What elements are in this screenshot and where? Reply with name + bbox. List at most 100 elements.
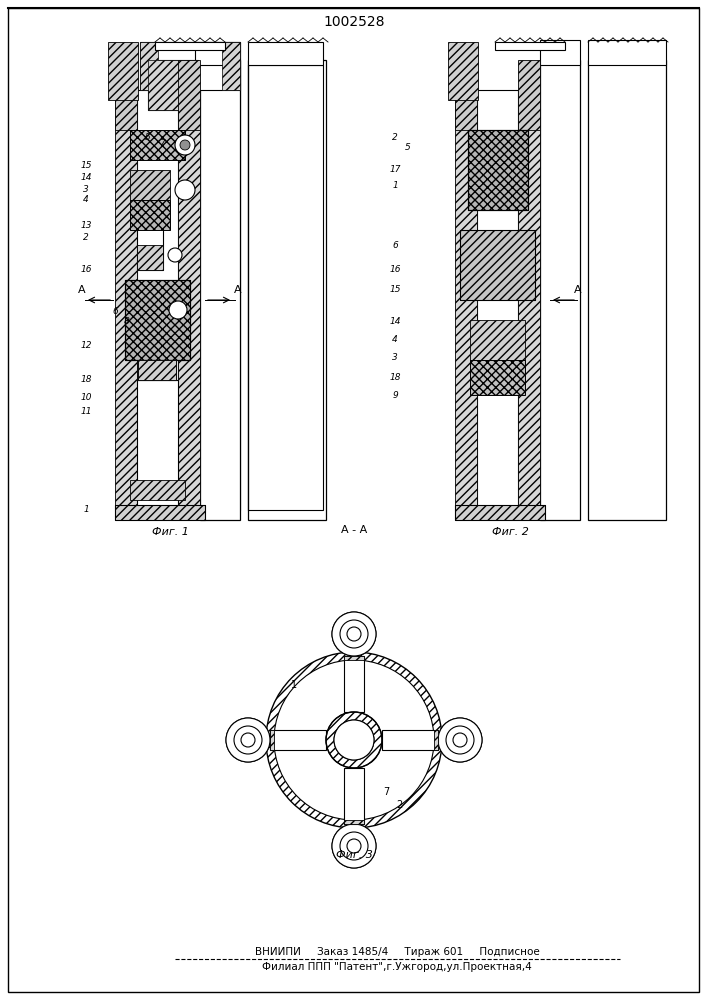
Text: 2: 2 <box>83 233 89 242</box>
Text: 11: 11 <box>81 408 92 416</box>
Circle shape <box>344 730 364 750</box>
Bar <box>588 60 666 520</box>
Circle shape <box>340 832 368 860</box>
Text: А - А: А - А <box>341 525 367 535</box>
Bar <box>455 505 545 520</box>
Text: 2: 2 <box>396 800 402 810</box>
Circle shape <box>334 720 374 760</box>
Bar <box>125 280 190 360</box>
Bar <box>468 130 528 210</box>
Circle shape <box>175 180 195 200</box>
Bar <box>115 505 205 520</box>
Text: 15: 15 <box>390 286 401 294</box>
Bar <box>455 90 477 510</box>
Bar <box>222 42 240 90</box>
Bar <box>248 65 323 510</box>
Text: 3: 3 <box>392 353 398 361</box>
Bar <box>155 42 225 50</box>
Bar <box>148 60 198 110</box>
Text: Фиг. 1: Фиг. 1 <box>151 527 189 537</box>
Circle shape <box>274 660 434 820</box>
Bar <box>115 90 137 510</box>
Circle shape <box>332 612 376 656</box>
Text: 2: 2 <box>392 133 398 142</box>
Bar <box>248 60 326 520</box>
Text: 18: 18 <box>81 375 92 384</box>
Polygon shape <box>344 656 364 712</box>
Bar <box>200 60 240 520</box>
Bar <box>468 130 528 210</box>
Text: А: А <box>234 285 242 295</box>
Text: 14: 14 <box>390 318 401 326</box>
Text: 6: 6 <box>112 308 118 316</box>
Circle shape <box>226 718 270 762</box>
Text: 15: 15 <box>81 160 92 169</box>
Bar <box>137 380 178 510</box>
Circle shape <box>340 620 368 648</box>
Text: 1: 1 <box>83 506 89 514</box>
Circle shape <box>241 733 255 747</box>
Text: Филиал ППП "Патент",г.Ужгород,ул.Проектная,4: Филиал ППП "Патент",г.Ужгород,ул.Проектн… <box>262 962 532 972</box>
Circle shape <box>453 733 467 747</box>
Bar <box>195 65 240 510</box>
Text: 1: 1 <box>291 680 297 690</box>
Bar <box>540 40 580 65</box>
Polygon shape <box>344 656 364 660</box>
Bar <box>137 90 178 510</box>
Circle shape <box>326 712 382 768</box>
Bar <box>495 42 565 50</box>
Bar <box>138 360 176 380</box>
Bar <box>148 60 198 110</box>
Text: 16: 16 <box>390 265 401 274</box>
Text: 10: 10 <box>81 392 92 401</box>
Bar <box>470 360 525 395</box>
Text: 5: 5 <box>405 143 411 152</box>
Bar <box>130 170 170 200</box>
Text: ВНИИПИ     Заказ 1485/4     Тираж 601     Подписное: ВНИИПИ Заказ 1485/4 Тираж 601 Подписное <box>255 947 539 957</box>
Text: 9: 9 <box>392 391 398 400</box>
Text: 3: 3 <box>83 184 89 194</box>
Text: А: А <box>78 285 86 295</box>
Bar <box>455 505 545 520</box>
Text: 16: 16 <box>81 265 92 274</box>
Circle shape <box>169 301 187 319</box>
Bar <box>540 60 580 520</box>
Bar <box>248 65 323 510</box>
Circle shape <box>180 140 190 150</box>
Polygon shape <box>344 768 364 824</box>
Bar <box>125 280 190 360</box>
Bar <box>130 130 185 160</box>
Bar <box>455 60 477 130</box>
Text: 6: 6 <box>392 240 398 249</box>
Bar <box>346 732 362 748</box>
Bar <box>588 40 666 65</box>
Text: 8: 8 <box>124 318 130 326</box>
Circle shape <box>334 720 374 760</box>
Bar <box>108 42 138 100</box>
Circle shape <box>168 248 182 262</box>
Bar <box>130 200 170 230</box>
Text: 5: 5 <box>145 133 151 142</box>
Text: 1: 1 <box>392 180 398 190</box>
Circle shape <box>332 824 376 868</box>
Circle shape <box>438 718 482 762</box>
Bar <box>115 60 137 130</box>
Bar <box>178 60 200 130</box>
Polygon shape <box>382 730 438 750</box>
Circle shape <box>438 718 482 762</box>
Circle shape <box>226 718 270 762</box>
Text: 18: 18 <box>390 373 401 382</box>
Bar <box>178 90 200 510</box>
Bar <box>138 360 176 380</box>
Bar <box>448 42 478 100</box>
Bar <box>137 210 163 270</box>
Circle shape <box>332 824 376 868</box>
Bar <box>130 480 185 500</box>
Circle shape <box>446 726 474 754</box>
Text: 13: 13 <box>81 221 92 230</box>
Text: 4: 4 <box>392 336 398 344</box>
Text: 12: 12 <box>81 340 92 350</box>
Text: А: А <box>574 285 582 295</box>
Bar <box>477 90 518 510</box>
Text: 17: 17 <box>390 165 401 174</box>
